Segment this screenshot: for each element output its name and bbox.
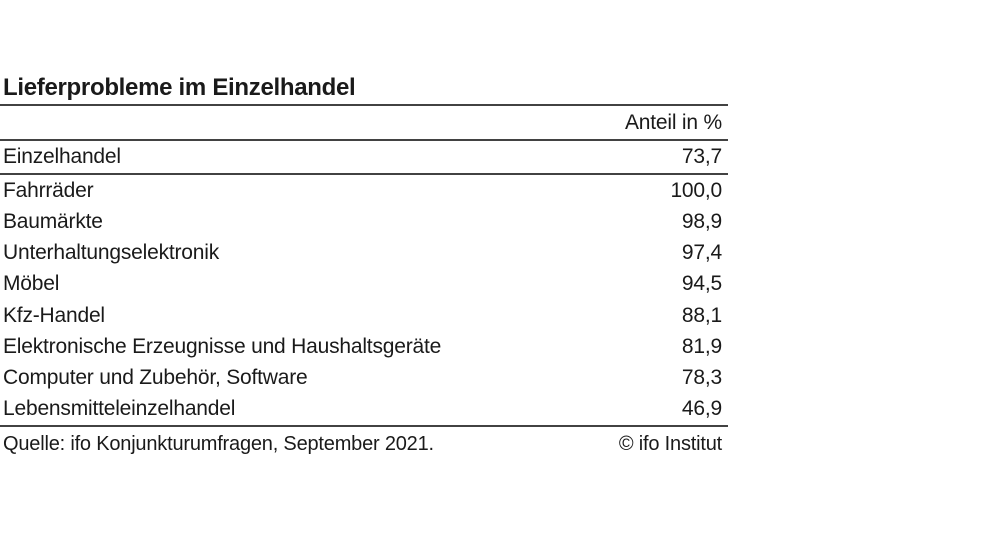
table-row: Möbel 94,5 (0, 269, 728, 300)
row-value: 100,0 (670, 178, 722, 202)
figure-title: Lieferprobleme im Einzelhandel (3, 74, 356, 101)
header-divider (0, 139, 728, 141)
row-value: 78,3 (681, 366, 722, 390)
row-label: Unterhaltungselektronik (3, 241, 220, 265)
row-label: Lebensmitteleinzelhandel (3, 397, 236, 421)
table-row: Fahrräder 100,0 (0, 175, 728, 206)
row-value: 98,9 (681, 209, 722, 233)
value-column-header: Anteil in % (624, 110, 722, 134)
row-value: 46,9 (681, 397, 722, 421)
row-label: Fahrräder (3, 178, 94, 202)
table-row: Kfz-Handel 88,1 (0, 300, 728, 331)
row-label: Möbel (3, 272, 60, 296)
table-row: Computer und Zubehör, Software 78,3 (0, 363, 728, 394)
table-row: Elektronische Erzeugnisse und Haushaltsg… (0, 331, 728, 362)
summary-divider (0, 173, 728, 175)
column-header-row: Anteil in % (0, 106, 728, 139)
row-value: 97,4 (681, 241, 722, 265)
title-divider (0, 104, 728, 106)
row-value: 73,7 (681, 145, 722, 168)
row-value: 81,9 (681, 334, 722, 358)
row-label: Elektronische Erzeugnisse und Haushaltsg… (3, 334, 442, 358)
row-label: Baumärkte (3, 209, 103, 233)
row-value: 88,1 (681, 303, 722, 327)
table-row: Einzelhandel 73,7 (0, 141, 728, 173)
figure-footer: Quelle: ifo Konjunkturumfragen, Septembe… (0, 427, 728, 456)
statistics-figure: Lieferprobleme im Einzelhandel Anteil in… (0, 74, 728, 456)
row-value: 94,5 (681, 272, 722, 296)
row-label: Einzelhandel (3, 145, 121, 168)
source-note: Quelle: ifo Konjunkturumfragen, Septembe… (3, 433, 434, 455)
bottom-divider (0, 425, 728, 427)
row-label: Computer und Zubehör, Software (3, 366, 308, 390)
copyright-note: © ifo Institut (618, 433, 722, 455)
table-row: Baumärkte 98,9 (0, 206, 728, 237)
table-row: Lebensmitteleinzelhandel 46,9 (0, 394, 728, 425)
row-label: Kfz-Handel (3, 303, 105, 327)
table-row: Unterhaltungselektronik 97,4 (0, 238, 728, 269)
